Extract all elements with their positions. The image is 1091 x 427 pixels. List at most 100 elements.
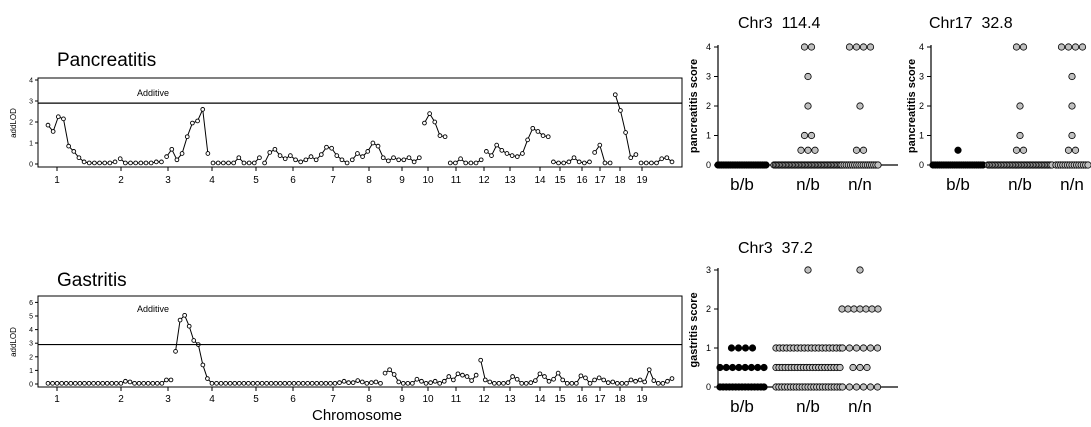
chromosome-label: 8	[366, 175, 372, 186]
chr3-114-ylabel: pancreatitis score	[688, 59, 700, 153]
score-dot	[845, 43, 854, 51]
lod-point	[100, 380, 106, 386]
lod-point	[396, 379, 402, 385]
chromosome-label: 11	[451, 175, 462, 186]
chromosome-label: 18	[614, 394, 626, 405]
score-dot	[1064, 146, 1073, 154]
lod-point	[334, 153, 340, 158]
lod-point	[205, 376, 210, 381]
lod-point	[262, 160, 267, 166]
y-tick-label: 1	[919, 131, 924, 141]
lod-point	[478, 157, 484, 163]
score-dot	[800, 131, 809, 140]
chromosome-label: 4	[209, 175, 215, 186]
chromosome-label: 8	[366, 394, 372, 405]
lod-point	[329, 145, 334, 151]
lod-point	[169, 146, 175, 152]
score-dot	[850, 305, 858, 313]
lod-point	[665, 378, 670, 384]
lod-point	[451, 377, 456, 383]
lod-point	[177, 317, 183, 323]
score-dot	[856, 102, 864, 110]
genotype-label: b/b	[946, 175, 970, 194]
lod-point	[344, 160, 350, 166]
lod-point	[97, 160, 102, 166]
lod-point	[205, 151, 211, 156]
lod-point	[514, 376, 520, 382]
lod-point	[112, 159, 118, 165]
lod-point	[220, 160, 226, 166]
chromosome-label: 1	[54, 175, 60, 186]
chromosome-label: 9	[399, 175, 405, 186]
lod-point	[649, 160, 654, 166]
score-dot	[859, 383, 868, 391]
y-tick-label: 0	[29, 162, 33, 169]
score-dot	[845, 344, 854, 352]
lod-point	[607, 160, 613, 166]
lod-point	[583, 375, 588, 381]
lod-point	[628, 155, 634, 161]
lod-point	[463, 160, 469, 166]
pancreatitis-ylabel: addLOD	[9, 108, 18, 138]
lod-point	[533, 378, 538, 383]
lod-point	[432, 378, 438, 384]
lod-point	[469, 378, 474, 383]
lod-point	[387, 367, 392, 373]
lod-point	[537, 371, 543, 377]
lod-point	[646, 367, 652, 373]
lod-point	[68, 380, 74, 386]
lod-point	[427, 111, 432, 116]
lod-point	[612, 92, 618, 98]
lod-point	[551, 159, 556, 165]
lod-point	[182, 312, 187, 318]
chromosome-label: 5	[253, 394, 259, 405]
chromosome-label: 10	[422, 394, 434, 405]
lod-point	[296, 380, 301, 386]
score-dot	[1019, 146, 1028, 154]
lod-point	[555, 370, 561, 376]
score-dot	[954, 146, 962, 154]
score-dot	[859, 146, 868, 154]
lod-point	[369, 380, 374, 385]
score-dot	[1012, 146, 1021, 154]
score-dot	[1019, 43, 1028, 51]
score-dot	[722, 363, 730, 372]
lod-point	[66, 143, 71, 149]
y-tick-label: 0	[919, 160, 924, 170]
score-dot	[852, 383, 861, 391]
lod-point	[487, 379, 493, 385]
y-tick-label: 1	[29, 368, 33, 375]
lod-point	[560, 377, 566, 383]
lod-point	[138, 160, 144, 166]
lod-point	[277, 153, 283, 158]
lod-point	[546, 378, 552, 384]
lod-point	[569, 380, 575, 386]
chromosome-label: 7	[330, 394, 336, 405]
score-dot	[797, 146, 805, 154]
lod-point	[268, 380, 274, 386]
lod-point	[373, 379, 379, 385]
lod-point	[324, 144, 329, 150]
score-dot	[804, 146, 812, 154]
lod-point	[520, 151, 525, 156]
lod-point	[328, 380, 333, 386]
score-dot	[1078, 43, 1087, 51]
lod-point	[313, 157, 319, 163]
y-tick-label: 4	[919, 42, 924, 52]
lod-point	[581, 160, 587, 166]
lod-point	[519, 380, 525, 386]
chr3-37-dotplot: Chr3 37.2 gastritis score 0 1 2 3 b/b n/b n/n	[688, 240, 898, 416]
lod-point	[86, 380, 92, 386]
lod-point	[523, 380, 529, 386]
lod-point	[117, 156, 123, 162]
lod-point	[50, 129, 56, 134]
score-dot	[804, 266, 812, 274]
lod-point	[215, 160, 221, 166]
pancreatitis-threshold-label: Additive	[137, 88, 169, 98]
chromosome-label: 13	[504, 394, 516, 405]
score-dot	[760, 383, 768, 391]
lod-point	[318, 152, 324, 157]
lod-point	[282, 380, 288, 386]
chromosome-label: 19	[636, 175, 648, 186]
